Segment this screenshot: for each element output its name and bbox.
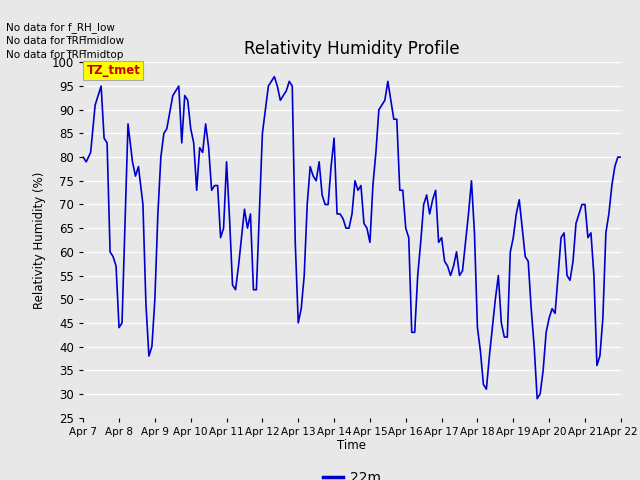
Y-axis label: Relativity Humidity (%): Relativity Humidity (%) bbox=[33, 171, 46, 309]
Text: No data for f̅RH̅midtop: No data for f̅RH̅midtop bbox=[6, 50, 124, 60]
Text: No data for f_RH_low: No data for f_RH_low bbox=[6, 22, 115, 33]
X-axis label: Time: Time bbox=[337, 439, 367, 453]
Text: TZ_tmet: TZ_tmet bbox=[86, 64, 140, 77]
Title: Relativity Humidity Profile: Relativity Humidity Profile bbox=[244, 40, 460, 58]
Legend: 22m: 22m bbox=[317, 466, 387, 480]
Text: No data for f̅RH̅midlow: No data for f̅RH̅midlow bbox=[6, 36, 125, 46]
